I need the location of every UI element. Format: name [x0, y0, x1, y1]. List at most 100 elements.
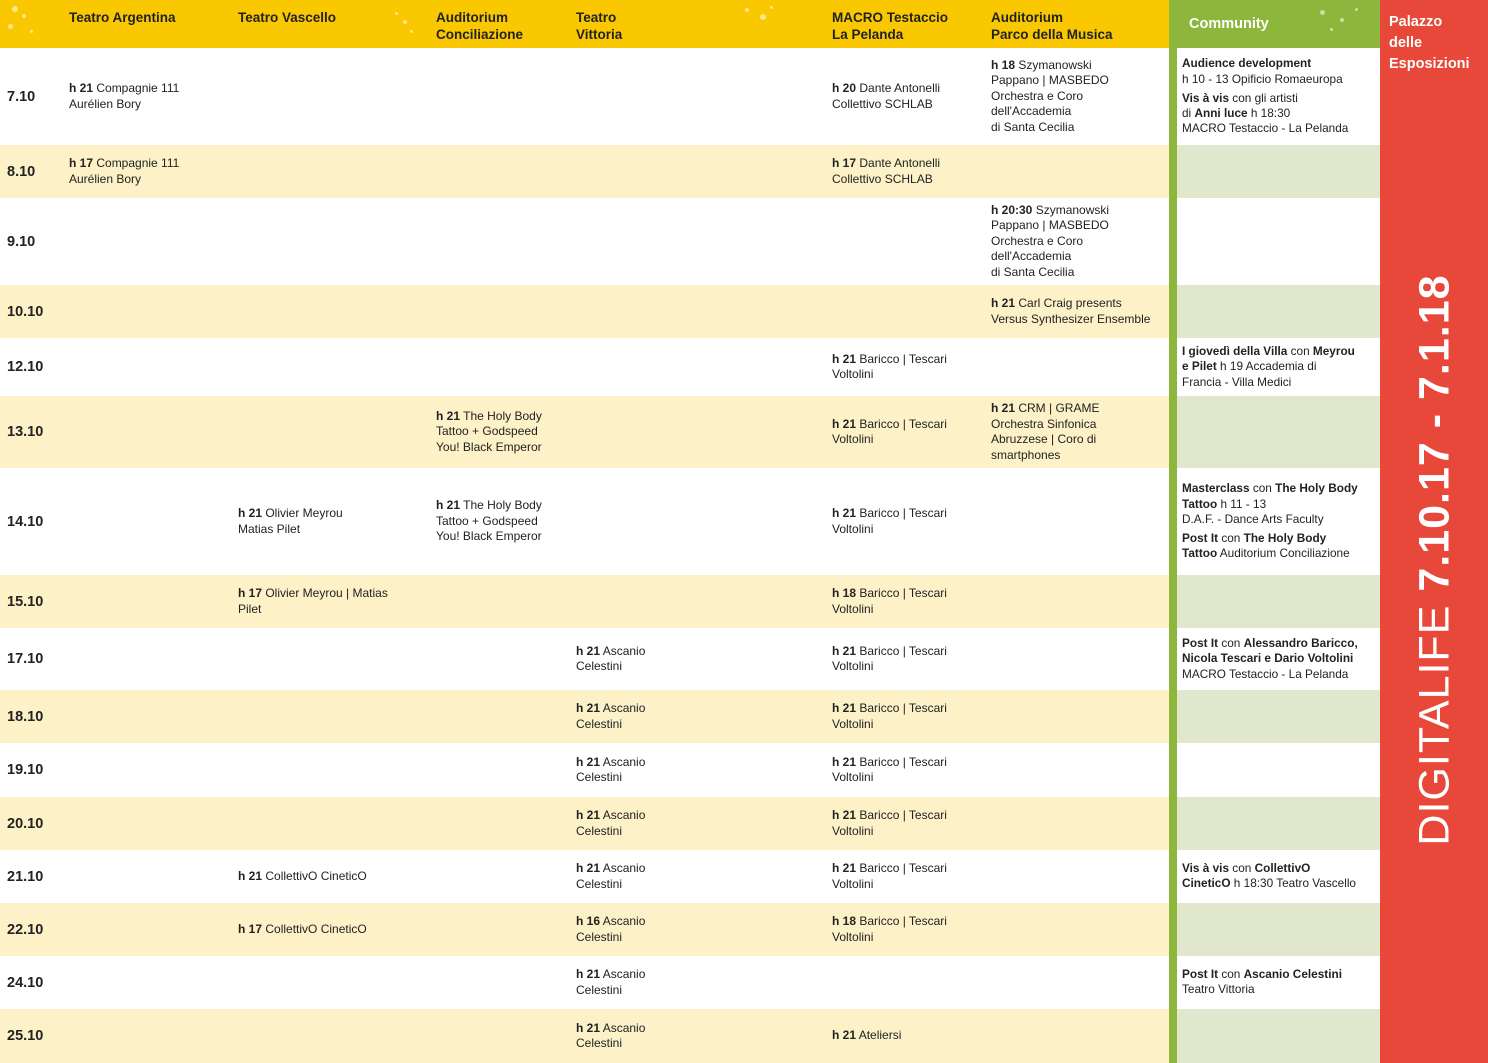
- event-name: DIGITALIFE: [1410, 604, 1459, 846]
- event-time: h 16: [576, 914, 601, 928]
- event-cell: h 21 Ateliersi: [832, 1028, 902, 1043]
- event-time: h 21: [238, 868, 263, 883]
- event-cell: h 21 Carl Craig presents Versus Synthesiz…: [991, 296, 1151, 326]
- event-time: h 21: [991, 296, 1016, 310]
- event-time: h 21: [576, 643, 601, 658]
- event-time: h 21: [576, 808, 601, 822]
- event-cell: h 21 Ascanio Celestini: [576, 808, 646, 838]
- texture-speck: [1355, 8, 1358, 11]
- community-row: [1177, 1009, 1380, 1063]
- date-label: 25.10: [7, 1028, 44, 1044]
- event-time: h 17: [69, 156, 94, 170]
- texture-speck: [1320, 10, 1325, 15]
- community-divider: [1169, 48, 1177, 1063]
- date-label: 10.10: [7, 303, 44, 320]
- table-row: [0, 338, 1170, 396]
- event-time: h 21: [576, 967, 601, 981]
- community-row: [1177, 285, 1380, 338]
- date-label: 19.10: [7, 762, 44, 778]
- event-cell: h 21 Ascanio Celestini: [576, 1020, 646, 1051]
- event-time: h 21: [832, 754, 857, 769]
- column-header: Auditorium Parco della Musica: [991, 10, 1113, 42]
- event-time: h 21: [832, 351, 857, 366]
- table-row: [0, 903, 1170, 956]
- community-row: [1177, 575, 1380, 628]
- table-row: [0, 468, 1170, 575]
- texture-speck: [395, 12, 398, 15]
- date-label: 7.10: [7, 88, 36, 105]
- event-cell: h 21 The Holy Body Tattoo + Godspeed You! …: [436, 498, 542, 544]
- community-row: [1177, 396, 1380, 468]
- community-row: [1177, 743, 1380, 797]
- table-row: [0, 145, 1170, 198]
- event-cell: h 21 CollettivO CineticO: [238, 868, 367, 883]
- table-row: [0, 797, 1170, 850]
- texture-speck: [1340, 18, 1344, 22]
- event-cell: h 21 Baricco | Tescari Voltolini: [832, 416, 947, 447]
- event-cell: h 17 CollettivO CineticO: [238, 921, 367, 936]
- date-label: 13.10: [7, 424, 44, 440]
- header-bar: [0, 0, 1170, 48]
- venue-title: Palazzo delle Esposizioni: [1389, 14, 1470, 72]
- event-cell: h 21 Baricco | Tescari Voltolini: [832, 754, 947, 785]
- event-cell: h 21 Ascanio Celestini: [576, 754, 646, 785]
- side-panel: Palazzo delle Esposizioni: [1380, 0, 1488, 1063]
- event-time: h 21: [832, 861, 857, 875]
- event-cell: h 21 The Holy Body Tattoo + Godspeed You! …: [436, 408, 542, 454]
- event-cell: h 21 Ascanio Celestini: [576, 967, 646, 997]
- event-time: h 18: [832, 914, 857, 928]
- date-label: 20.10: [7, 815, 44, 832]
- event-title: DIGITALIFE 7.10.17 - 7.1.18: [1411, 274, 1460, 845]
- event-time: h 21: [576, 701, 601, 715]
- table-row: [0, 1009, 1170, 1063]
- event-cell: h 18 Baricco | Tescari Voltolini: [832, 914, 947, 944]
- date-label: 21.10: [7, 868, 44, 885]
- event-time: h 17: [238, 586, 263, 600]
- event-dates: 7.10.17 - 7.1.18: [1410, 274, 1459, 592]
- texture-speck: [1330, 28, 1333, 31]
- community-event: Masterclass con The Holy Body Tattoo h 11…: [1182, 481, 1358, 561]
- event-cell: h 21 Baricco | Tescari Voltolini: [832, 506, 947, 536]
- event-time: h 21: [832, 506, 857, 520]
- column-header: MACRO Testaccio La Pelanda: [832, 10, 949, 42]
- community-row: [1177, 145, 1380, 198]
- community-event: Vis à vis con CollettivO CineticO h 18:30…: [1182, 861, 1356, 891]
- date-label: 8.10: [7, 163, 36, 180]
- event-time: h 17: [238, 921, 263, 936]
- date-label: 18.10: [7, 708, 44, 725]
- event-cell: h 17 Dante Antonelli Collettivo SCHLAB: [832, 156, 941, 186]
- event-cell: h 21 CRM | GRAME Orchestra Sinfonica Abruz…: [991, 401, 1100, 462]
- texture-speck: [403, 20, 407, 24]
- texture-speck: [770, 6, 773, 9]
- event-cell: h 17 Olivier Meyrou | Matias Pilet: [238, 586, 388, 616]
- community-row: [1177, 690, 1380, 743]
- event-cell: h 16 Ascanio Celestini: [576, 914, 646, 944]
- community-title: Community: [1189, 16, 1269, 32]
- event-time: h 21: [832, 416, 857, 431]
- texture-speck: [22, 14, 26, 18]
- column-header: Teatro Vittoria: [576, 10, 623, 42]
- date-label: 22.10: [7, 921, 44, 938]
- event-cell: h 21 Ascanio Celestini: [576, 701, 646, 731]
- date-label: 12.10: [7, 359, 44, 375]
- table-row: [0, 285, 1170, 338]
- event-time: h 18: [832, 586, 857, 600]
- event-time: h 21: [991, 401, 1016, 415]
- event-cell: h 17 Compagnie 111 Aurélien Bory: [69, 156, 180, 186]
- event-cell: h 21 Baricco | Tescari Voltolini: [832, 643, 947, 674]
- event-time: h 21: [69, 81, 94, 95]
- event-cell: h 21 Baricco | Tescari Voltolini: [832, 701, 947, 731]
- date-label: 24.10: [7, 974, 44, 991]
- event-time: h 21: [436, 498, 461, 513]
- event-cell: h 18 Szymanowski Pappano | MASBEDO Orchest…: [991, 57, 1109, 134]
- column-header: Teatro Argentina: [69, 10, 176, 25]
- community-event: Audience development h 10 - 13 Opificio R…: [1182, 56, 1349, 136]
- event-cell: h 20:30 Szymanowski Pappano | MASBEDO Orch…: [991, 202, 1110, 279]
- event-time: h 18: [991, 57, 1016, 72]
- event-time: h 21: [576, 1020, 601, 1035]
- event-cell: h 18 Baricco | Tescari Voltolini: [832, 586, 947, 616]
- community-event: Post It con Alessandro Baricco, Nicola Te…: [1182, 636, 1358, 681]
- event-time: h 21: [576, 754, 601, 769]
- event-time: h 21: [238, 506, 263, 520]
- community-row: [1177, 903, 1380, 956]
